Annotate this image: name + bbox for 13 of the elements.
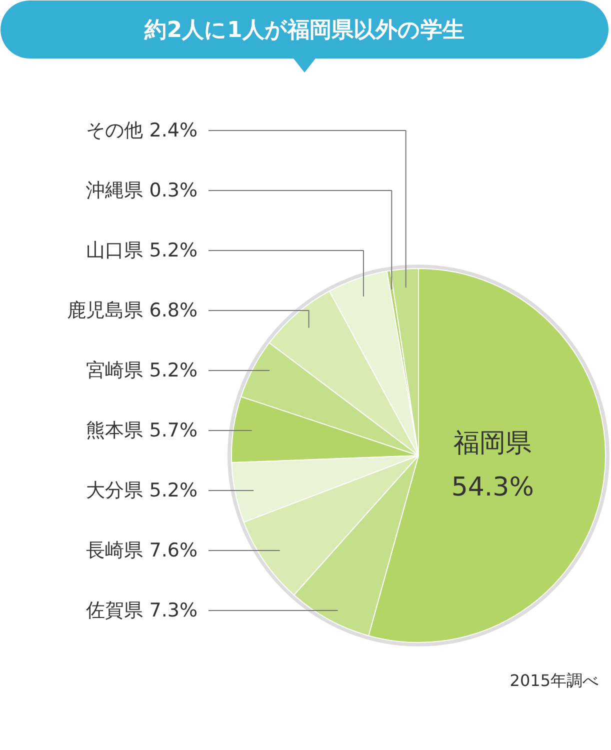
slice-label: 佐賀県 7.3%	[86, 600, 198, 622]
slice-label: 鹿児島県 6.8%	[67, 300, 198, 322]
slice-label: 福岡県	[454, 428, 532, 459]
slice-label: 沖縄県 0.3%	[86, 180, 198, 202]
chart-title: 約2人に1人が福岡県以外の学生	[144, 18, 464, 43]
data-label: 54.3%	[451, 472, 534, 503]
slice-label: 長崎県 7.6%	[86, 540, 198, 562]
slice-label: 山口県 5.2%	[86, 240, 198, 262]
slice-label: 大分県 5.2%	[86, 480, 198, 502]
slice-label: その他 2.4%	[86, 120, 198, 142]
text: 2015年調べ	[510, 671, 598, 690]
slice-label: 熊本県 5.7%	[86, 420, 198, 442]
slice-label: 宮崎県 5.2%	[86, 360, 198, 382]
